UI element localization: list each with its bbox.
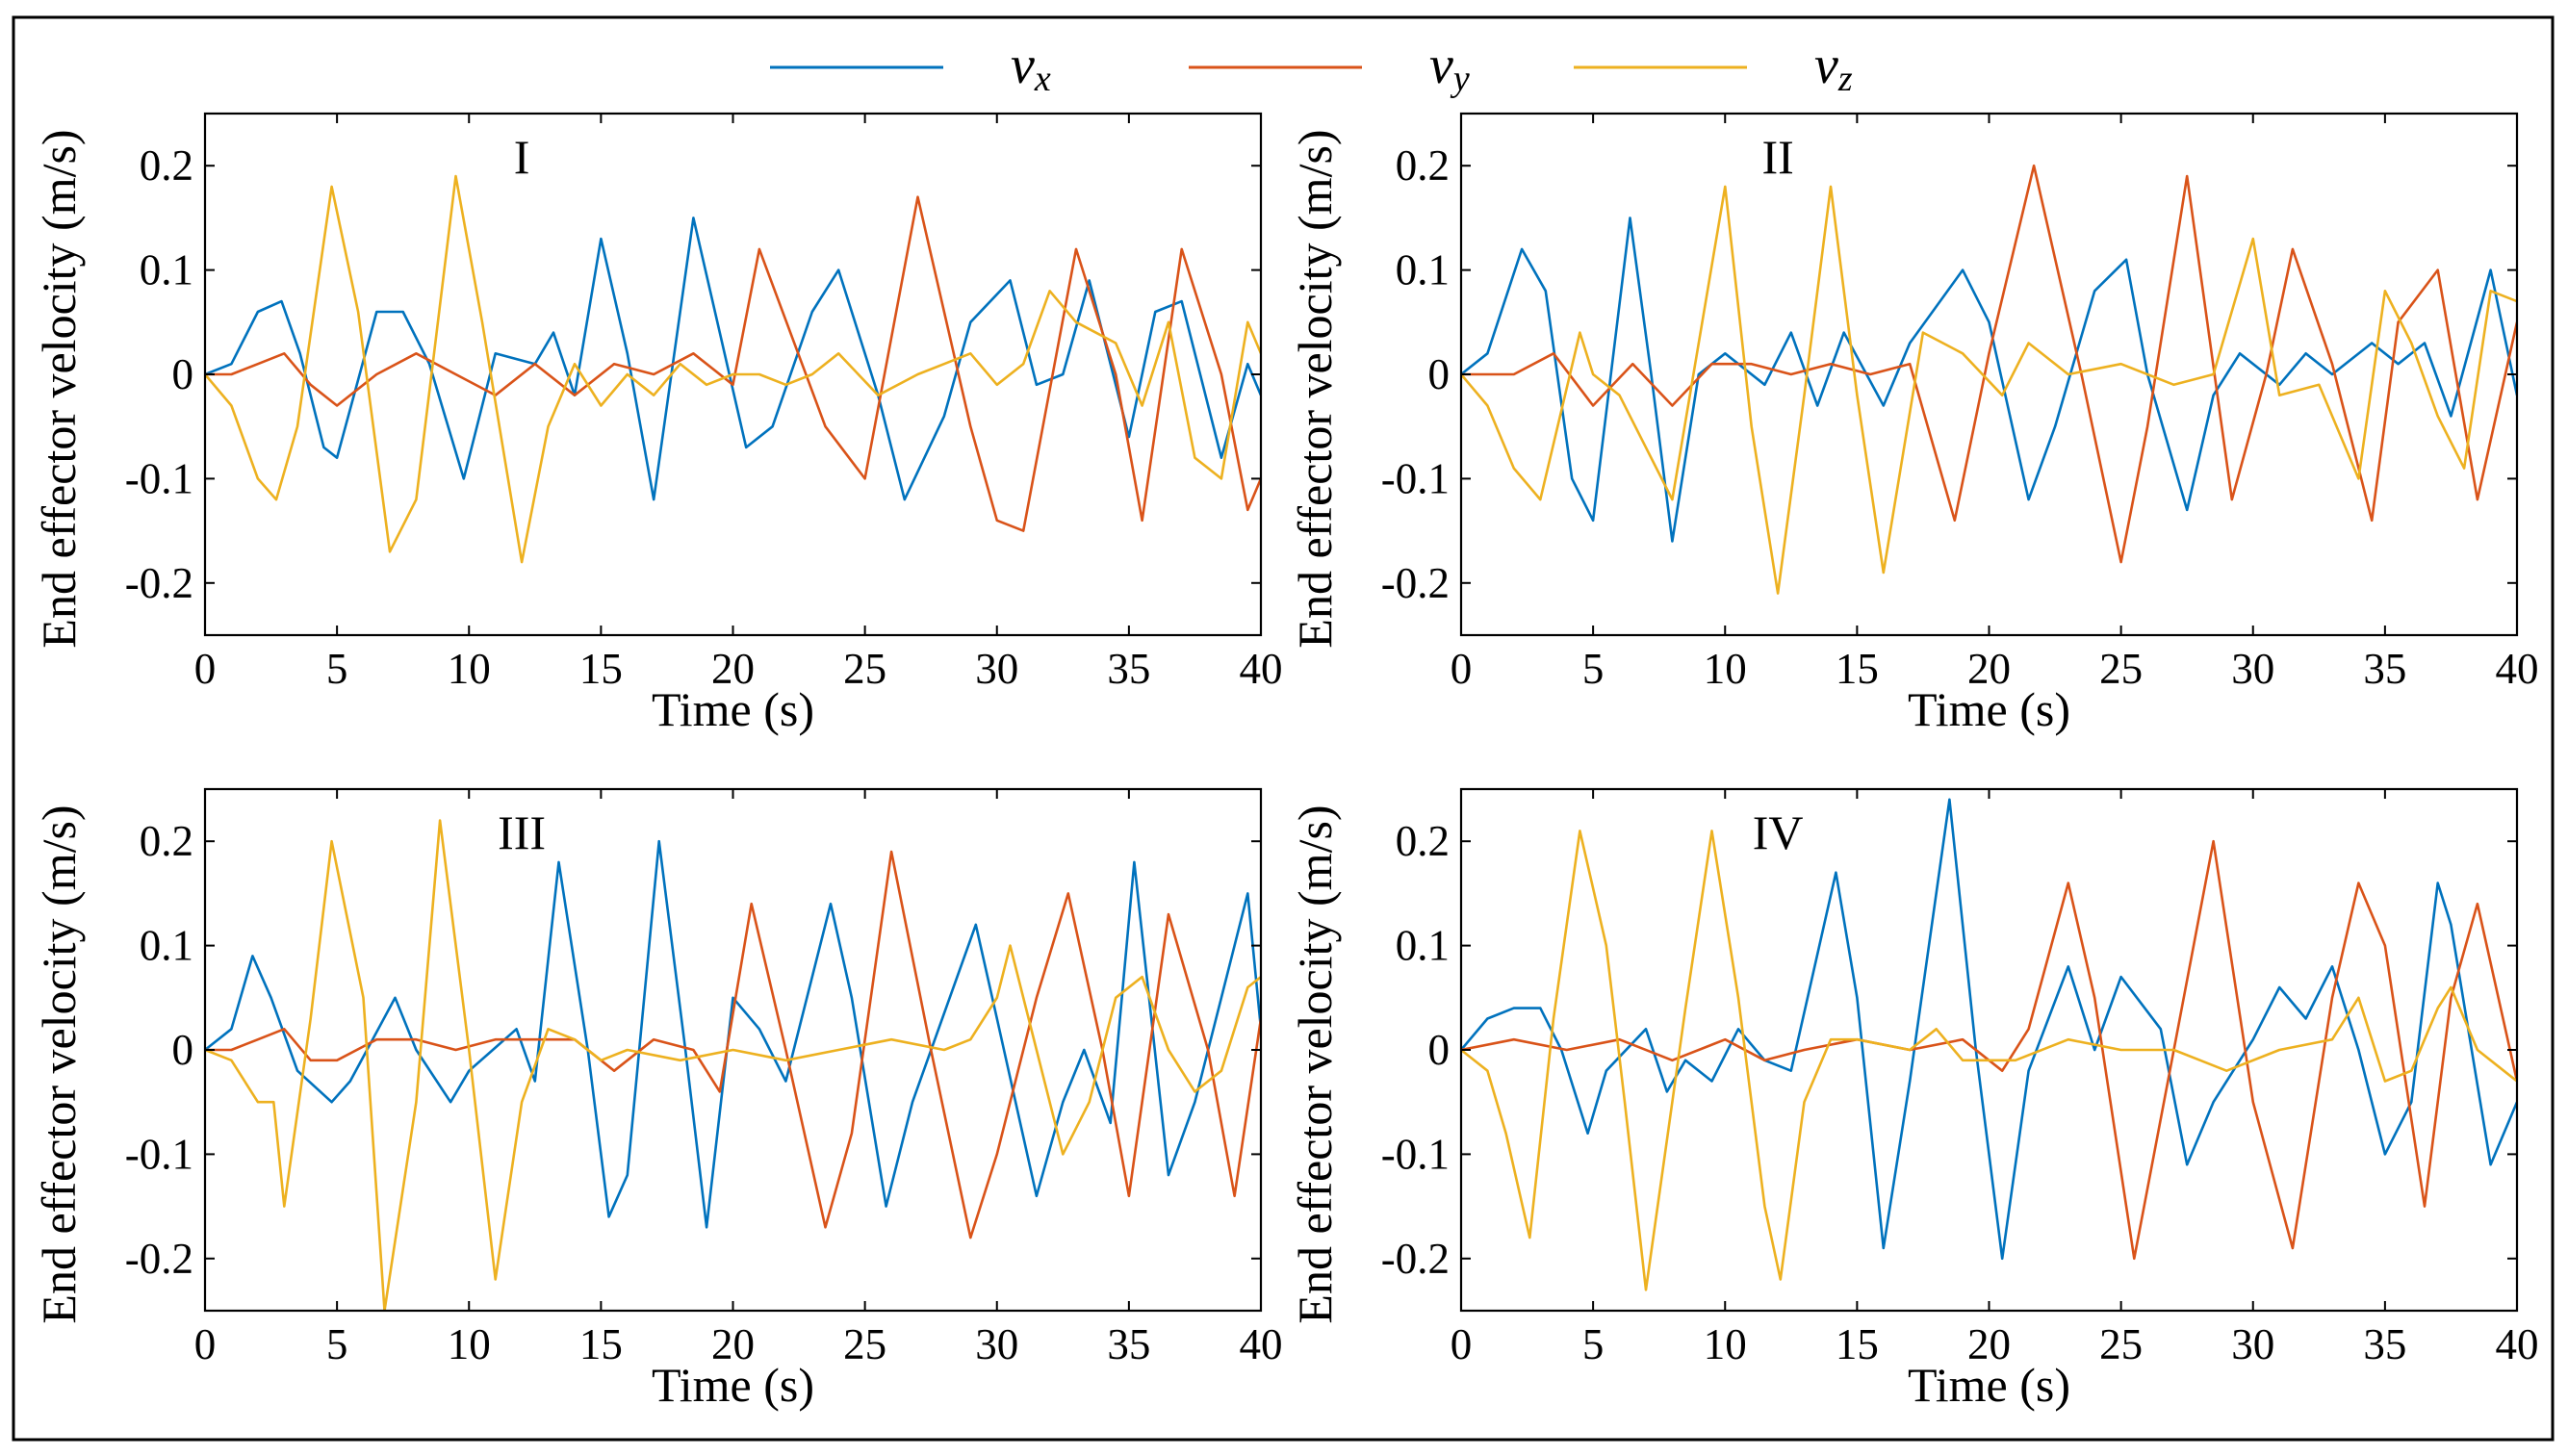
- series-line-vy: [205, 850, 1261, 1239]
- y-tick-label: 0.1: [1396, 246, 1450, 294]
- legend-label: vx: [1011, 36, 1051, 99]
- x-tick-label: 35: [1107, 1320, 1150, 1368]
- x-tick-label: 40: [2496, 645, 2539, 693]
- series-line-vx: [205, 217, 1261, 501]
- x-tick-label: 40: [2496, 1320, 2539, 1368]
- y-tick-label: -0.2: [125, 1235, 193, 1283]
- x-tick-label: 5: [326, 1320, 348, 1368]
- series-group: [1461, 164, 2517, 595]
- chart-panel-2: 0 5 10 15 20 25 30 35 40 0.2 0.1 0 -0.1 -0.2 II Time (s…: [1288, 112, 2539, 736]
- x-tick-label: 0: [1451, 1320, 1473, 1368]
- y-tick-label: 0.2: [140, 817, 193, 865]
- y-tick-label: 0.1: [1396, 922, 1450, 970]
- series-line-vz: [205, 174, 1261, 564]
- x-axis-label: Time (s): [652, 682, 814, 736]
- y-tick-label: -0.2: [1381, 559, 1450, 607]
- x-tick-label: 25: [2099, 1320, 2143, 1368]
- x-axis-label: Time (s): [652, 1358, 814, 1412]
- series-group: [205, 819, 1261, 1311]
- panel-title: IV: [1753, 805, 1804, 859]
- x-tick-label: 10: [448, 645, 491, 693]
- y-axis-label: End effector velocity (m/s): [32, 805, 86, 1323]
- series-line-vx: [1461, 217, 2517, 543]
- legend-label: vy: [1429, 36, 1470, 99]
- y-axis-label: End effector velocity (m/s): [1288, 129, 1342, 648]
- x-tick-label: 30: [975, 1320, 1018, 1368]
- x-tick-label: 10: [448, 1320, 491, 1368]
- x-tick-label: 20: [711, 1320, 755, 1368]
- series-group: [205, 174, 1261, 564]
- chart-panels: 0 5 10 15 20 25 30 35 40 0.2 0.1 0 -0.1 -0.2 I Time (s)…: [32, 112, 2539, 1412]
- x-tick-label: 15: [579, 645, 623, 693]
- series-line-vz: [205, 819, 1261, 1311]
- x-tick-label: 5: [1582, 1320, 1605, 1368]
- x-tick-label: 15: [579, 1320, 623, 1368]
- series-line-vy: [1461, 839, 2517, 1261]
- y-tick-label: 0.2: [1396, 817, 1450, 865]
- x-tick-label: 0: [1451, 645, 1473, 693]
- y-axis-label: End effector velocity (m/s): [32, 129, 86, 648]
- x-tick-label: 40: [1240, 645, 1283, 693]
- y-tick-label: -0.2: [125, 559, 193, 607]
- y-tick-label: 0.1: [140, 246, 193, 294]
- legend: vx vy vz: [770, 36, 1853, 99]
- x-tick-label: 15: [1836, 1320, 1879, 1368]
- legend-label: vz: [1814, 36, 1853, 99]
- x-tick-label: 35: [1107, 645, 1150, 693]
- x-tick-label: 10: [1704, 1320, 1747, 1368]
- y-tick-label: -0.1: [125, 1130, 193, 1178]
- x-tick-label: 30: [975, 645, 1018, 693]
- y-tick-label: -0.2: [1381, 1235, 1450, 1283]
- legend-entry-vz: vz: [1574, 36, 1853, 99]
- x-tick-label: 5: [326, 645, 348, 693]
- figure-frame: [12, 15, 2555, 1442]
- x-tick-label: 5: [1582, 645, 1605, 693]
- y-tick-label: -0.1: [1381, 454, 1450, 502]
- series-group: [1461, 798, 2517, 1291]
- series-line-vz: [1461, 185, 2517, 595]
- y-tick-label: 0: [172, 350, 194, 398]
- panel-title: II: [1761, 130, 1793, 184]
- x-tick-label: 20: [1967, 645, 2011, 693]
- x-tick-label: 25: [843, 1320, 886, 1368]
- y-tick-label: 0.2: [140, 141, 193, 190]
- x-tick-label: 15: [1836, 645, 1879, 693]
- y-tick-label: 0.1: [140, 922, 193, 970]
- y-tick-label: 0.2: [1396, 141, 1450, 190]
- series-line-vx: [205, 839, 1261, 1229]
- y-axis-label: End effector velocity (m/s): [1288, 805, 1342, 1323]
- x-tick-label: 20: [711, 645, 755, 693]
- chart-panel-1: 0 5 10 15 20 25 30 35 40 0.2 0.1 0 -0.1 -0.2 I Time (s)…: [32, 112, 1283, 736]
- chart-panel-4: 0 5 10 15 20 25 30 35 40 0.2 0.1 0 -0.1 -0.2 IV Time (s…: [1288, 787, 2539, 1412]
- x-tick-label: 0: [194, 1320, 217, 1368]
- x-tick-label: 25: [843, 645, 886, 693]
- x-tick-label: 0: [194, 645, 217, 693]
- x-axis-label: Time (s): [1908, 682, 2070, 736]
- x-tick-label: 30: [2231, 645, 2274, 693]
- series-line-vy: [205, 195, 1261, 532]
- y-tick-label: 0: [1428, 1026, 1451, 1074]
- legend-entry-vx: vx: [770, 36, 1051, 99]
- x-tick-label: 30: [2231, 1320, 2274, 1368]
- legend-entry-vy: vy: [1189, 36, 1470, 99]
- chart-panel-3: 0 5 10 15 20 25 30 35 40 0.2 0.1 0 -0.1 -0.2 III Time (…: [32, 787, 1283, 1412]
- x-tick-label: 20: [1967, 1320, 2011, 1368]
- x-axis-label: Time (s): [1908, 1358, 2070, 1412]
- panel-title: I: [514, 130, 530, 184]
- x-tick-label: 35: [2363, 1320, 2406, 1368]
- x-tick-label: 25: [2099, 645, 2143, 693]
- y-tick-label: -0.1: [1381, 1130, 1450, 1178]
- series-line-vy: [1461, 164, 2517, 564]
- panel-title: III: [498, 805, 546, 859]
- y-tick-label: 0: [1428, 350, 1451, 398]
- x-tick-label: 10: [1704, 645, 1747, 693]
- x-tick-label: 35: [2363, 645, 2406, 693]
- y-tick-label: 0: [172, 1026, 194, 1074]
- x-tick-label: 40: [1240, 1320, 1283, 1368]
- y-tick-label: -0.1: [125, 454, 193, 502]
- series-line-vz: [1461, 830, 2517, 1291]
